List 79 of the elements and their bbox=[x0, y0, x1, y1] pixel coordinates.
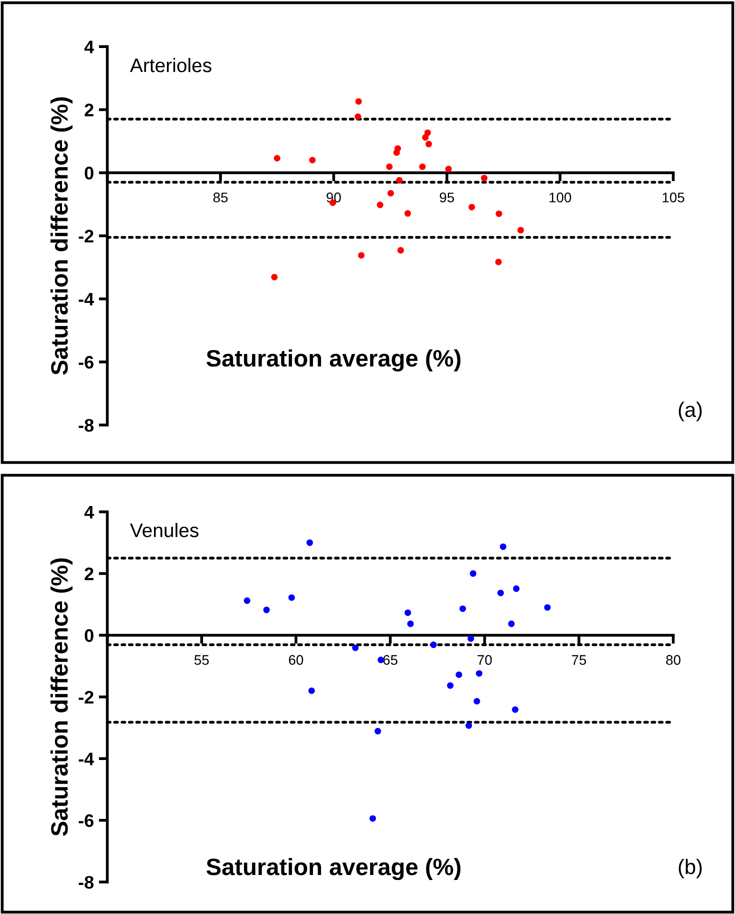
point bbox=[447, 682, 454, 689]
y-tick-label: -4 bbox=[78, 293, 94, 306]
point bbox=[500, 543, 506, 550]
point bbox=[513, 585, 520, 592]
point bbox=[376, 202, 384, 208]
y-tick-label: 4 bbox=[84, 40, 94, 54]
y-axis-title: Saturation difference (%) bbox=[50, 558, 73, 836]
point bbox=[470, 570, 476, 577]
point bbox=[512, 706, 518, 713]
y-axis-title: Saturation difference (%) bbox=[50, 97, 73, 375]
point bbox=[374, 728, 382, 734]
chart-title: Venules bbox=[130, 522, 198, 538]
point bbox=[309, 156, 316, 164]
y-tick-label: 4 bbox=[84, 506, 94, 518]
point bbox=[544, 604, 551, 611]
x-tick-label: 105 bbox=[662, 192, 684, 202]
y-tick-label: -2 bbox=[78, 690, 94, 704]
point bbox=[497, 590, 504, 596]
x-tick-label: 75 bbox=[572, 655, 586, 665]
point bbox=[517, 226, 524, 234]
point bbox=[358, 252, 365, 259]
y-tick-label: -4 bbox=[78, 752, 94, 766]
x-tick-label: 65 bbox=[383, 655, 398, 665]
point bbox=[355, 98, 362, 105]
point bbox=[404, 210, 411, 217]
point bbox=[468, 204, 476, 210]
y-tick-label: 2 bbox=[84, 104, 94, 116]
point bbox=[396, 177, 403, 184]
y-tick-label: 0 bbox=[84, 166, 94, 180]
point bbox=[393, 149, 400, 156]
point bbox=[496, 210, 502, 217]
point bbox=[476, 670, 482, 677]
point bbox=[466, 722, 472, 729]
point bbox=[308, 688, 315, 694]
point bbox=[495, 258, 502, 266]
point bbox=[386, 163, 393, 170]
point bbox=[419, 163, 426, 170]
point bbox=[352, 644, 359, 652]
point bbox=[397, 247, 404, 254]
point bbox=[456, 671, 462, 678]
x-tick-label: 55 bbox=[194, 655, 209, 665]
point bbox=[407, 620, 414, 628]
x-tick-label: 80 bbox=[666, 655, 680, 665]
point bbox=[474, 698, 480, 704]
x-tick-label: 95 bbox=[440, 192, 454, 202]
point bbox=[430, 642, 437, 648]
point bbox=[404, 609, 412, 616]
text: (b) bbox=[678, 858, 702, 878]
point bbox=[468, 635, 474, 642]
point bbox=[274, 154, 280, 162]
x-tick-label: 100 bbox=[550, 192, 572, 202]
point bbox=[306, 539, 313, 546]
point bbox=[426, 140, 432, 148]
point bbox=[480, 174, 488, 182]
y-tick-label: 2 bbox=[84, 567, 94, 580]
y-tick-label: -6 bbox=[78, 356, 94, 369]
point bbox=[459, 605, 466, 612]
point bbox=[445, 166, 452, 172]
point bbox=[288, 594, 295, 601]
x-axis-title: Saturation average (%) bbox=[206, 858, 460, 880]
x-tick-label: 60 bbox=[288, 655, 304, 665]
point bbox=[422, 134, 429, 141]
point bbox=[387, 190, 394, 196]
text: (a) bbox=[678, 402, 702, 422]
x-tick-label: 70 bbox=[478, 655, 492, 665]
point bbox=[271, 274, 278, 280]
point bbox=[369, 815, 376, 822]
chart-title: Arterioles bbox=[130, 58, 212, 72]
y-tick-label: 0 bbox=[84, 629, 94, 642]
y-tick-label: -6 bbox=[78, 814, 94, 828]
point bbox=[354, 113, 362, 120]
point bbox=[508, 620, 515, 628]
x-tick-label: 85 bbox=[213, 192, 228, 202]
y-tick-label: -2 bbox=[78, 230, 94, 242]
point bbox=[244, 597, 250, 604]
y-tick-label: -8 bbox=[78, 418, 94, 432]
y-tick-label: -8 bbox=[78, 876, 94, 889]
point bbox=[263, 606, 270, 614]
x-axis-title: Saturation average (%) bbox=[206, 349, 460, 372]
